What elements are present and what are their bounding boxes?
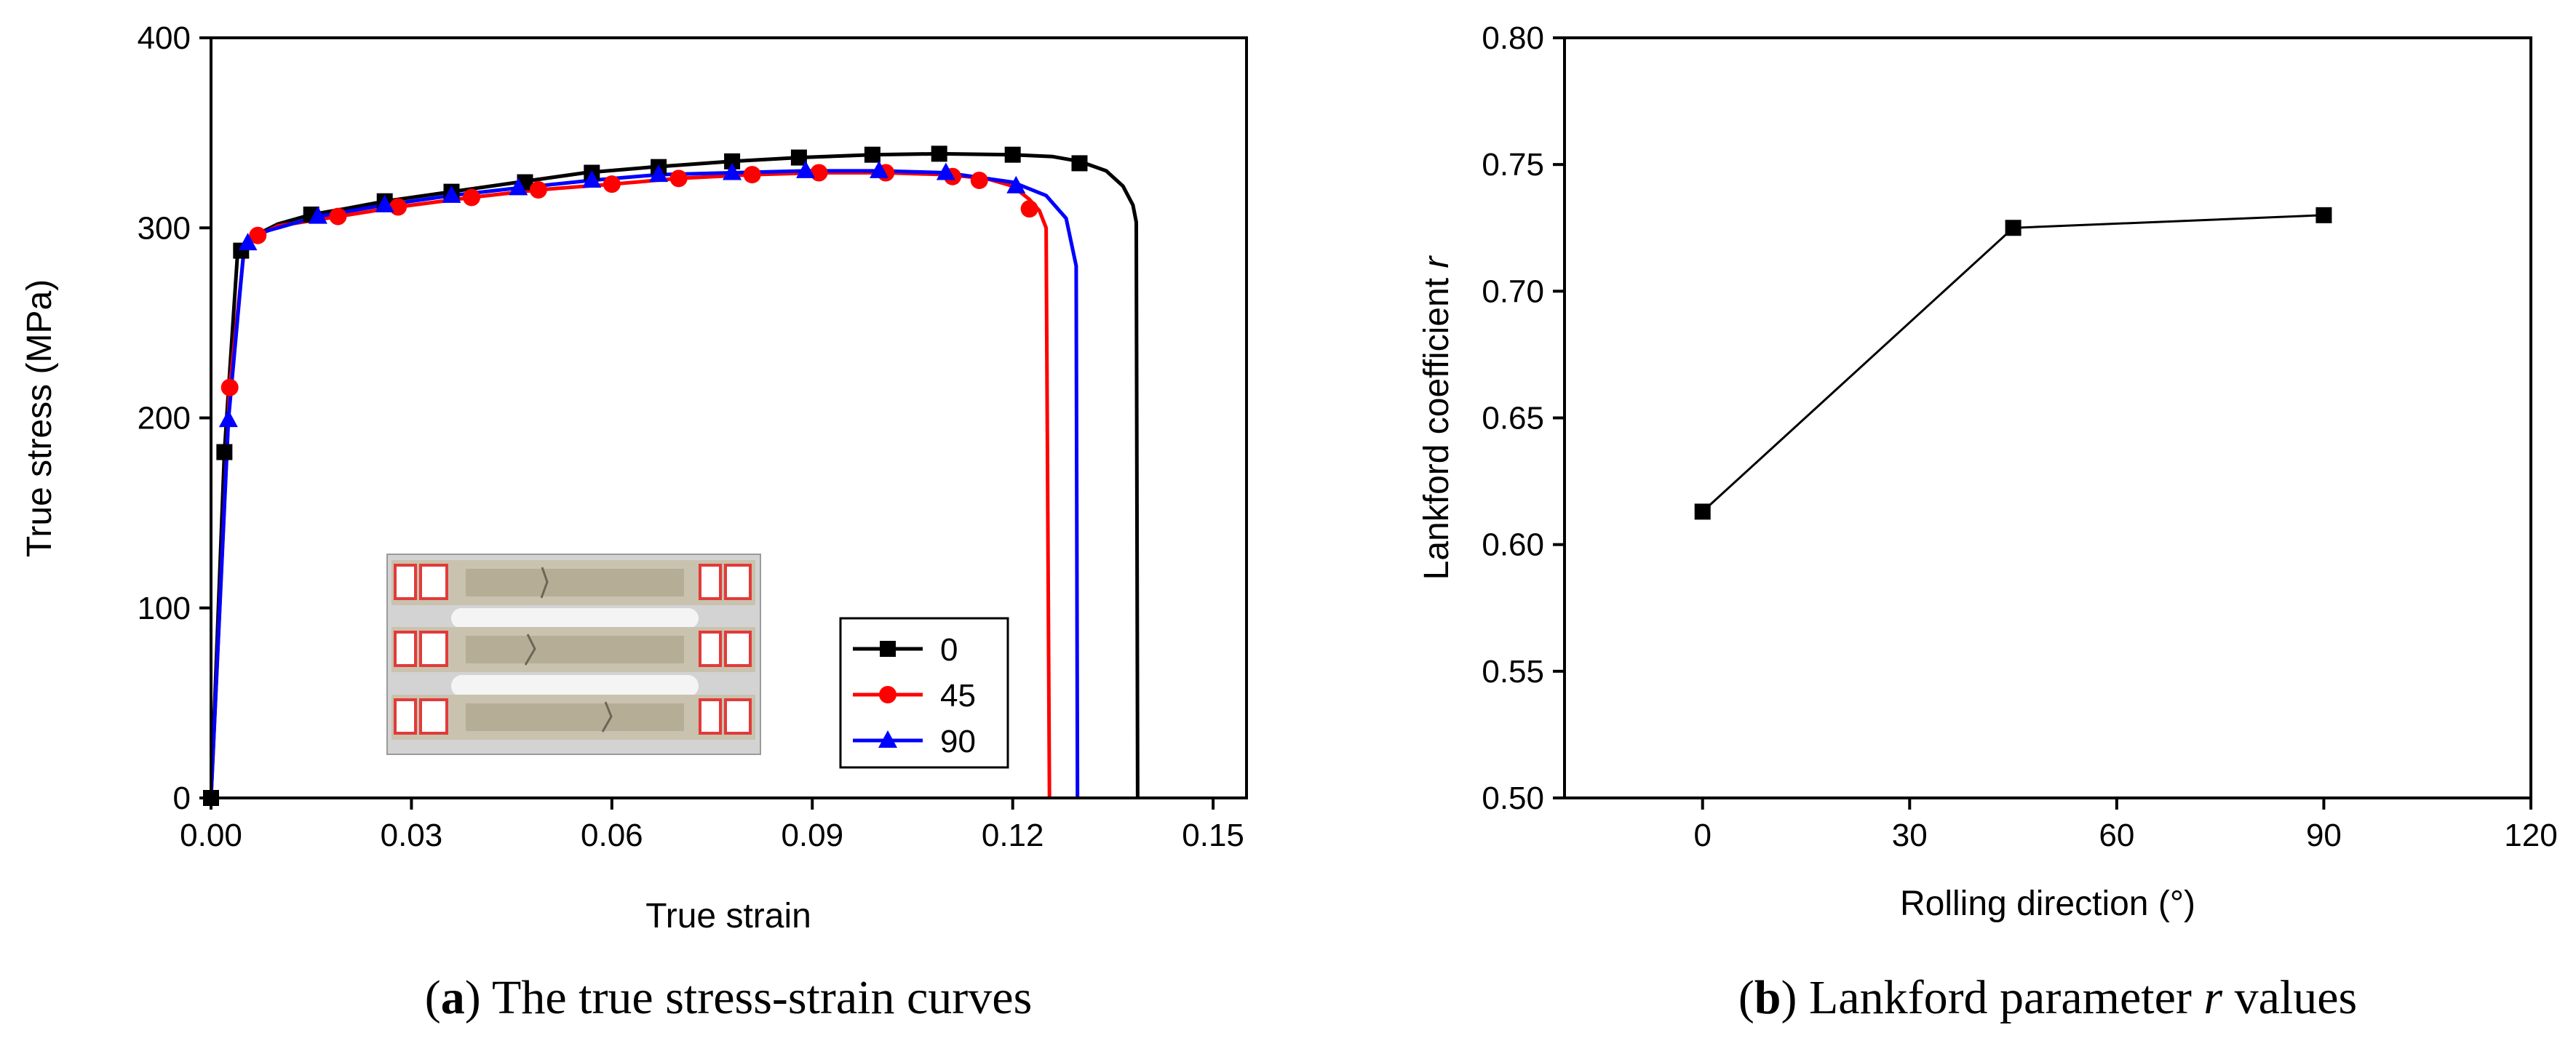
x-tick-label: 0.15 [1182,818,1244,853]
series-90-marker [375,194,394,212]
panel-b-y-axis-label: Lankford coefficient r [1418,255,1456,580]
panel-a-series-group [203,145,1140,806]
series-45-marker [669,169,688,188]
series-45-marker [1020,200,1038,218]
y-tick-label: 0.80 [1482,20,1544,56]
series-0-marker [931,145,947,162]
legend-0-label: 0 [940,632,958,668]
legend-0-marker [880,641,896,657]
y-tick-label: 0.50 [1482,780,1544,816]
series-90-marker [442,185,461,203]
x-tick-label: 90 [2306,818,2342,853]
legend-45-label: 45 [940,678,976,714]
series-90-marker [238,233,258,251]
inset-specimen-photo [386,554,761,755]
y-tick-label: 300 [138,210,191,246]
y-tick-label: 400 [138,20,191,56]
series-45-marker [970,171,988,189]
x-tick-label: 0.09 [781,818,843,853]
x-tick-label: 0.03 [381,818,443,853]
series-90-marker [1006,175,1026,193]
series-90-marker [582,169,602,188]
panel-a-stress-strain-chart: 0.00 0.03 0.06 0.09 0.12 0.15 0 100 200 300 400 [20,20,1248,1024]
series-45-marker [329,207,347,225]
series-45-marker [249,226,267,244]
panel-a-ticks: 0.00 0.03 0.06 0.09 0.12 0.15 0 100 200 300 400 [138,20,1244,853]
series-45-marker [389,198,408,216]
y-tick-label: 0.75 [1482,147,1544,183]
y-tick-label: 0.65 [1482,401,1544,436]
y-tick-label: 0.60 [1482,527,1544,563]
panel-a-x-axis-label: True strain [645,897,811,935]
y-tick-label: 0.70 [1482,274,1544,309]
series-0-marker [216,444,233,460]
panel-b-series-group [1694,207,2332,520]
series-45-marker [603,175,621,193]
lankford-point [2315,207,2332,223]
legend-90-label: 90 [940,724,976,759]
series-0-marker [724,153,741,169]
series-45-marker [220,378,239,396]
x-tick-label: 60 [2099,818,2134,853]
x-tick-label: 0.00 [180,818,242,853]
series-90-marker [509,177,528,196]
series-90-marker [649,164,669,183]
series-90-marker [936,162,955,180]
lankford-line [1701,214,2324,513]
lankford-point [1694,503,1711,520]
series-90-marker [308,206,327,224]
panel-a-caption: (a) The true stress-strain curves [425,971,1033,1024]
x-tick-label: 0.12 [982,818,1044,853]
series-45-marker [529,181,547,199]
panel-a-plot-frame [210,36,1248,799]
series-45-marker [463,188,481,207]
y-tick-label: 200 [138,401,191,436]
legend-45-marker [879,686,897,703]
y-tick-label: 100 [138,591,191,626]
panel-b-caption: (b) Lankford parameter r values [1738,971,2357,1024]
series-90-marker [870,160,889,178]
series-0-marker [864,146,880,163]
panel-b-plot-frame [1563,36,2532,799]
series-0-marker [1071,155,1088,172]
panel-b-ticks: 0 30 60 90 120 0.50 0.55 0.60 0.65 0.70 0.75 0.80 [1482,20,2557,853]
series-0-marker [790,149,807,166]
series-90-marker [723,162,742,180]
x-tick-label: 0.06 [581,818,643,853]
x-tick-label: 30 [1892,818,1928,853]
x-tick-label: 120 [2504,818,2557,853]
series-45-marker [810,164,828,182]
y-tick-label: 0 [173,780,191,816]
legend-90-marker [878,730,897,748]
panel-a-legend: 0 45 90 [839,617,1009,769]
series-90-marker [796,160,816,178]
series-90-marker [218,410,238,428]
series-45-marker [743,166,761,184]
series-0-marker [1004,146,1021,163]
x-tick-label: 0 [1693,818,1711,853]
panel-a-y-axis-label: True stress (MPa) [20,279,59,557]
panel-b-x-axis-label: Rolling direction (°) [1900,885,2195,923]
panel-b-lankford-chart: 0 30 60 90 120 0.50 0.55 0.60 0.65 0.70 0.75 0.80 R… [1418,20,2558,1024]
y-tick-label: 0.55 [1482,654,1544,690]
lankford-point [2005,220,2022,236]
